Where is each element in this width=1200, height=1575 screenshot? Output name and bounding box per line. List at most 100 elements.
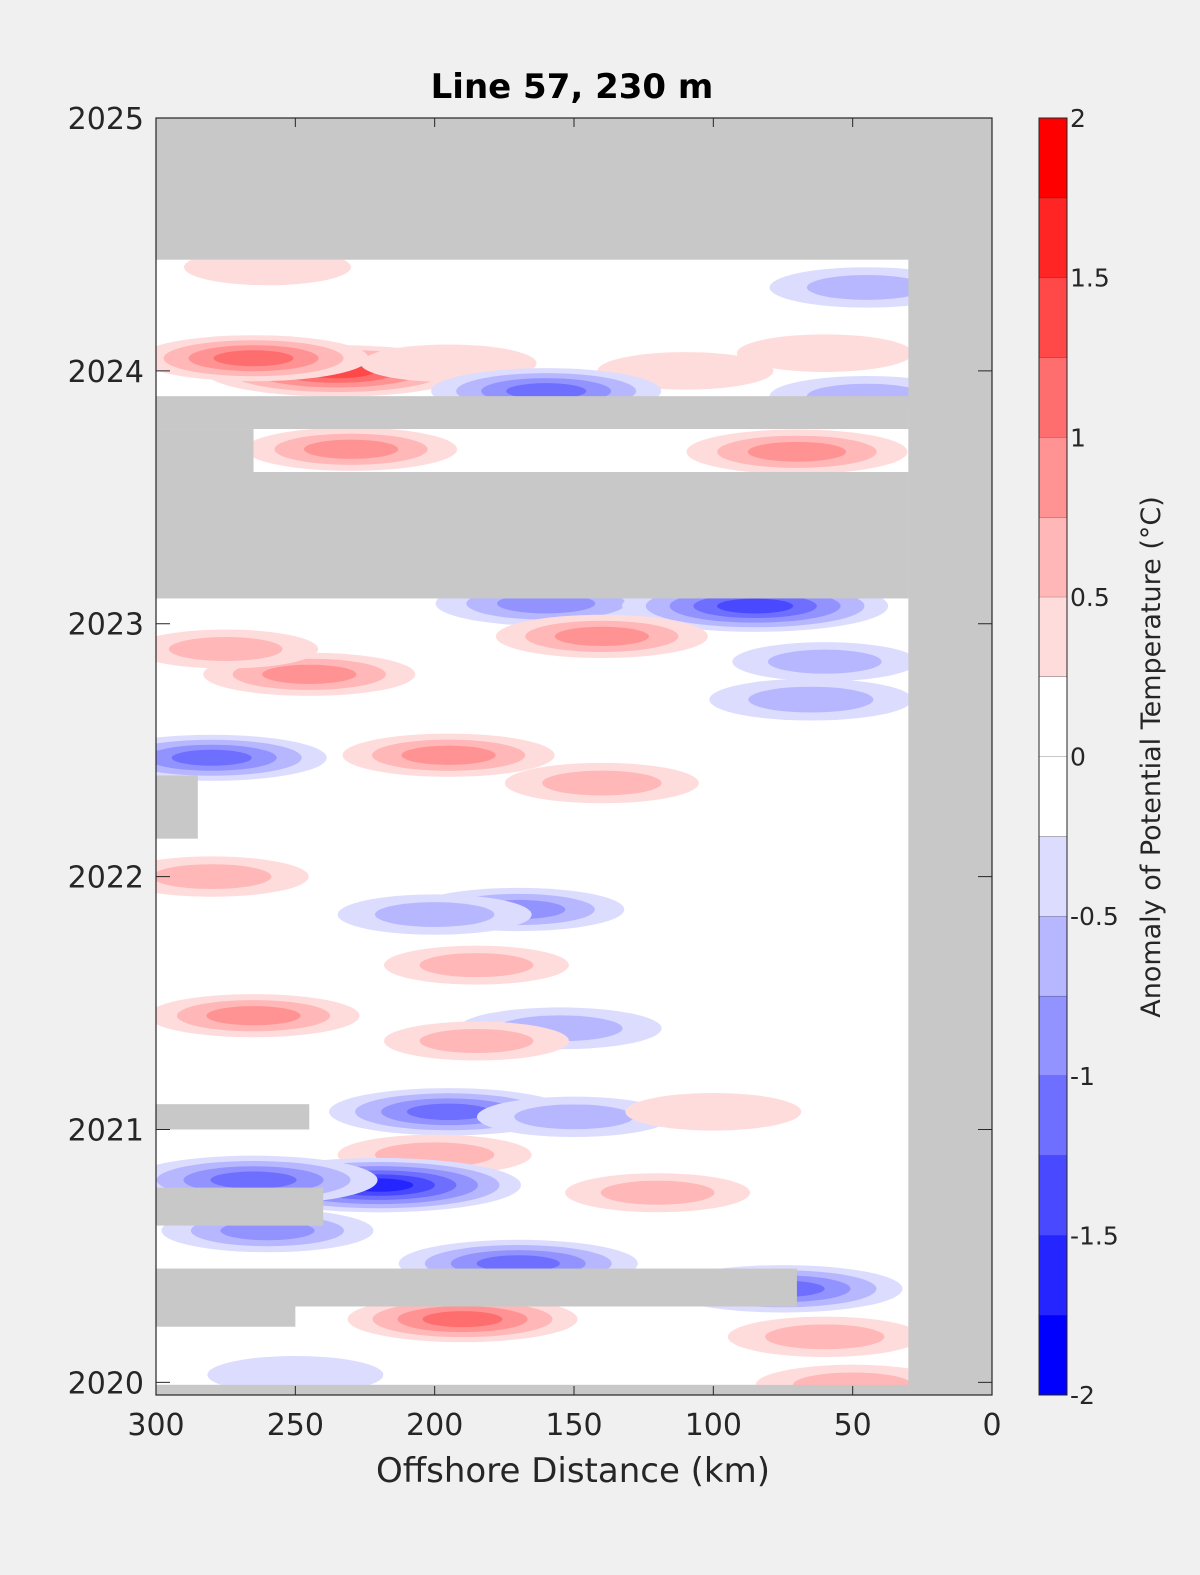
anomaly-feature — [156, 335, 369, 382]
anomaly-feature — [625, 1092, 802, 1131]
no-data-region — [156, 1187, 324, 1226]
colorbar-swatch — [1039, 1315, 1067, 1395]
colorbar-swatch — [1039, 676, 1067, 757]
anomaly-contour-inner — [422, 1311, 503, 1328]
x-axis-label: Offshore Distance (km) — [376, 1451, 770, 1491]
y-tick-label: 2022 — [68, 861, 144, 896]
colorbar-tick-label: 0.5 — [1070, 583, 1110, 612]
anomaly-contour-inner — [206, 1006, 301, 1026]
x-tick-label: 300 — [127, 1408, 184, 1443]
anomaly-contour-inner — [748, 686, 874, 713]
anomaly-contour-inner — [262, 664, 357, 684]
x-axis: 300 250 200 150 100 50 0 — [127, 118, 1002, 1443]
anomaly-contour-inner — [210, 1171, 297, 1189]
colorbar-swatch — [1039, 118, 1067, 198]
anomaly-contour-inner — [213, 350, 294, 367]
colorbar-swatch — [1039, 596, 1067, 677]
colorbar-tick-label: 1 — [1070, 423, 1086, 452]
no-data-mask — [156, 118, 992, 1395]
colorbar-swatch — [1039, 836, 1067, 917]
anomaly-feature — [477, 1096, 671, 1138]
colorbar-tick-label: -2 — [1070, 1381, 1095, 1410]
anomaly-feature — [736, 334, 913, 372]
colorbar-ticks: 2 1.5 1 0.5 0 -0.5 -1 -1.5 -2 — [1070, 104, 1119, 1410]
anomaly-contour-inner — [401, 745, 496, 765]
anomaly-feature — [156, 629, 319, 669]
colorbar-swatch — [1039, 916, 1067, 996]
no-data-region — [156, 429, 254, 473]
anomaly-contour-inner — [767, 649, 882, 674]
colorbar-swatch — [1039, 197, 1067, 278]
anomaly-feature — [156, 856, 309, 897]
anomaly-contour-inner — [419, 953, 534, 978]
anomaly-feature — [383, 1021, 569, 1061]
colorbar-swatch — [1039, 357, 1067, 438]
no-data-region — [156, 472, 909, 599]
no-data-region — [156, 1104, 310, 1130]
anomaly-contour-inner — [542, 770, 662, 796]
anomaly-contour-inner — [506, 383, 587, 400]
anomaly-contour-inner — [419, 1028, 534, 1053]
anomaly-contour-inner — [476, 1255, 560, 1272]
anomaly-feature — [732, 642, 918, 682]
colorbar-tick-label: -1 — [1070, 1062, 1095, 1091]
colorbar-swatch — [1039, 517, 1067, 597]
no-data-region — [156, 1268, 797, 1307]
anomaly-feature — [383, 945, 569, 985]
anomaly-feature — [337, 894, 532, 935]
colorbar-frame — [1038, 117, 1068, 1396]
colorbar-swatch — [1039, 437, 1067, 518]
anomaly-feature — [565, 1173, 751, 1213]
anomaly-feature — [727, 1316, 922, 1358]
anomaly-contour-inner — [171, 749, 252, 766]
anomaly-contour-inner — [765, 1324, 885, 1350]
anomaly-contour-inner — [747, 441, 847, 462]
no-data-region — [908, 118, 992, 1395]
anomaly-contour-inner — [156, 864, 272, 890]
x-tick-label: 200 — [406, 1408, 463, 1443]
anomaly-feature — [347, 1296, 578, 1343]
colorbar-swatch — [1039, 995, 1067, 1076]
colorbar-swatch — [1039, 756, 1067, 837]
no-data-region — [156, 1306, 296, 1327]
colorbar-swatch — [1039, 277, 1067, 358]
anomaly-feature — [156, 734, 327, 781]
anomaly-feature — [342, 733, 555, 777]
colorbar-swatch — [1039, 1075, 1067, 1156]
y-tick-label: 2023 — [68, 608, 144, 643]
x-tick-label: 0 — [982, 1408, 1001, 1443]
colorbar-swatch — [1039, 1155, 1067, 1236]
anomaly-contour-outer — [736, 334, 913, 372]
anomaly-contour-outer — [207, 1355, 384, 1394]
x-tick-label: 100 — [685, 1408, 742, 1443]
chart-title: Line 57, 230 m — [431, 67, 714, 107]
colorbar-label: Anomaly of Potential Temperature (°C) — [1136, 496, 1167, 1018]
colorbar-tick-label: -0.5 — [1070, 902, 1119, 931]
x-tick-label: 250 — [267, 1408, 324, 1443]
no-data-region — [156, 396, 909, 430]
anomaly-feature — [156, 994, 360, 1038]
anomaly-contour-inner — [497, 593, 596, 614]
y-tick-label: 2024 — [68, 355, 144, 390]
y-axis: 2020 2021 2022 2023 2024 2025 — [68, 102, 992, 1401]
x-tick-label: 50 — [834, 1408, 872, 1443]
x-tick-label: 150 — [545, 1408, 602, 1443]
anomaly-contour-inner — [303, 439, 399, 459]
anomaly-feature — [495, 614, 708, 658]
anomaly-field — [156, 118, 992, 1395]
plot-area: 300 250 200 150 100 50 0 202020212022202320242… — [68, 102, 1002, 1443]
colorbar-tick-label: -1.5 — [1070, 1221, 1119, 1250]
anomaly-contour-inner — [407, 1103, 491, 1120]
colorbar-tick-label: 0 — [1070, 743, 1086, 772]
anomaly-feature — [504, 762, 699, 804]
anomaly-feature — [709, 678, 913, 721]
no-data-region — [156, 118, 992, 260]
anomaly-contour-inner — [600, 1180, 715, 1205]
anomaly-contour-inner — [220, 1221, 315, 1241]
anomaly-feature — [245, 427, 458, 471]
y-tick-label: 2025 — [68, 102, 144, 137]
anomaly-contour-inner — [717, 598, 794, 614]
colorbar-tick-label: 1.5 — [1070, 264, 1110, 293]
no-data-region — [156, 775, 198, 839]
